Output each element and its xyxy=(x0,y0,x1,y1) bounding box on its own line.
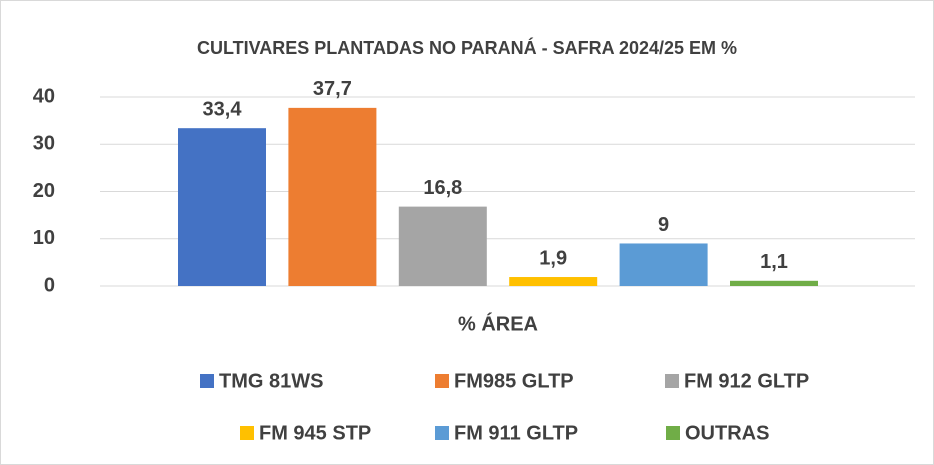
data-label: 37,7 xyxy=(313,78,352,100)
data-label: 1,9 xyxy=(539,247,567,269)
bar xyxy=(619,243,708,286)
legend-swatch xyxy=(240,426,254,440)
bar xyxy=(178,128,266,286)
bar xyxy=(398,206,487,286)
legend-swatch xyxy=(666,426,680,440)
y-tick-label: 0 xyxy=(44,274,55,296)
chart-title: CULTIVARES PLANTADAS NO PARANÁ - SAFRA 2… xyxy=(197,37,737,58)
y-tick-label: 20 xyxy=(33,180,55,202)
data-label: 33,4 xyxy=(203,98,243,120)
x-tick-label: % ÁREA xyxy=(458,312,538,335)
bar xyxy=(509,277,598,286)
data-label: 9 xyxy=(658,214,669,236)
legend-label: FM985 GLTP xyxy=(454,370,574,392)
legend-label: FM 911 GLTP xyxy=(454,422,578,444)
data-label: 1,1 xyxy=(760,251,788,273)
legend-swatch xyxy=(200,374,214,388)
y-tick-label: 30 xyxy=(33,133,55,155)
legend-label: FM 945 STP xyxy=(259,422,371,444)
legend-label: FM 912 GLTP xyxy=(684,370,809,392)
legend-label: OUTRAS xyxy=(685,422,769,444)
bar xyxy=(730,280,818,286)
legend-swatch xyxy=(435,426,449,440)
bar xyxy=(288,107,377,287)
legend-swatch xyxy=(435,374,449,388)
y-tick-label: 10 xyxy=(33,227,55,249)
legend-label: TMG 81WS xyxy=(219,370,323,392)
legend-swatch xyxy=(665,374,679,388)
data-label: 16,8 xyxy=(423,177,462,199)
y-tick-label: 40 xyxy=(33,85,55,107)
